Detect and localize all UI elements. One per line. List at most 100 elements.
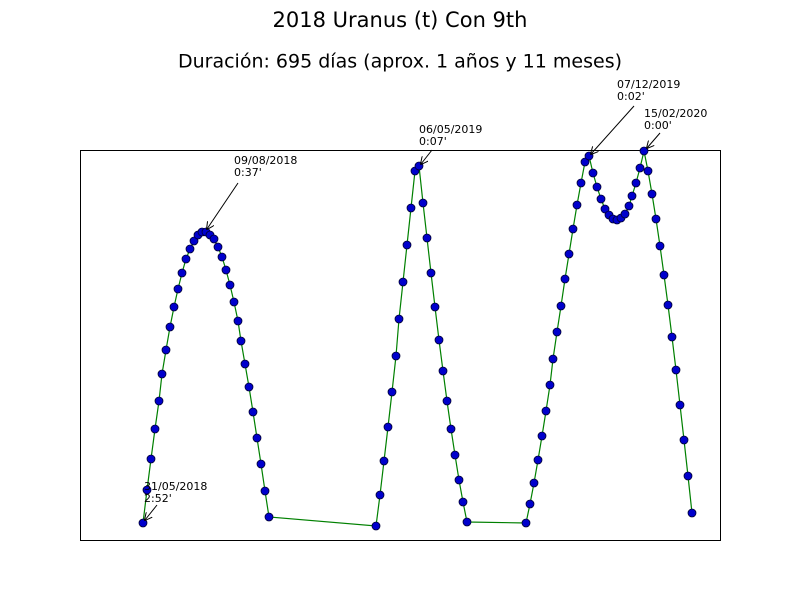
point: [398, 277, 408, 287]
point: [244, 382, 254, 392]
point: [560, 274, 570, 284]
point: [387, 387, 397, 397]
point: [564, 249, 574, 259]
point: [600, 204, 610, 214]
point: [383, 422, 393, 432]
point: [442, 396, 452, 406]
point: [260, 486, 270, 496]
point: [545, 380, 555, 390]
annotation-arrow: [145, 504, 158, 520]
point: [169, 302, 179, 312]
point: [458, 497, 468, 507]
point: [375, 490, 385, 500]
point: [683, 471, 693, 481]
point: [221, 265, 231, 275]
point: [402, 240, 412, 250]
point: [525, 499, 535, 509]
point: [620, 209, 630, 219]
point: [552, 327, 562, 337]
annotation-date: 07/12/2019: [617, 78, 680, 91]
point: [537, 431, 547, 441]
point: [434, 335, 444, 345]
point: [548, 354, 558, 364]
point: [138, 518, 148, 528]
point: [627, 191, 637, 201]
point: [651, 214, 661, 224]
point: [639, 146, 649, 156]
point: [236, 336, 246, 346]
point: [264, 512, 274, 522]
point: [181, 254, 191, 264]
annotation-arrow: [421, 149, 433, 164]
point: [189, 236, 199, 246]
point: [240, 359, 250, 369]
point: [161, 345, 171, 355]
point: [659, 270, 669, 280]
point: [154, 396, 164, 406]
point: [592, 182, 602, 192]
point: [671, 365, 681, 375]
point: [173, 284, 183, 294]
point: [568, 224, 578, 234]
point: [438, 366, 448, 376]
annotation-date: 06/05/2019: [419, 123, 482, 136]
chart-title: 2018 Uranus (t) Con 9th: [273, 8, 528, 32]
point: [142, 485, 152, 495]
point: [631, 178, 641, 188]
point: [225, 280, 235, 290]
point: [217, 252, 227, 262]
point: [157, 369, 167, 379]
point: [248, 407, 258, 417]
point: [146, 454, 156, 464]
point: [541, 406, 551, 416]
point: [675, 400, 685, 410]
point: [580, 157, 590, 167]
point: [521, 518, 531, 528]
point: [596, 194, 606, 204]
annotation-arrow: [207, 182, 239, 229]
annotation-date: 09/08/2018: [234, 154, 297, 167]
point: [679, 435, 689, 445]
point: [233, 316, 243, 326]
point: [576, 178, 586, 188]
annotation-time: 0:37': [234, 166, 262, 179]
annotation-date: 31/05/2018: [144, 480, 207, 493]
point: [446, 424, 456, 434]
point: [426, 268, 436, 278]
point: [533, 455, 543, 465]
point: [394, 314, 404, 324]
point: [454, 475, 464, 485]
point: [177, 268, 187, 278]
point: [655, 241, 665, 251]
point: [213, 242, 223, 252]
annotation-time: 2:52': [144, 492, 172, 505]
point: [572, 200, 582, 210]
point: [556, 301, 566, 311]
point: [406, 203, 416, 213]
point: [588, 168, 598, 178]
point: [150, 424, 160, 434]
annotation-arrow: [647, 132, 661, 148]
point: [209, 234, 219, 244]
plot-frame: [80, 150, 721, 541]
point: [422, 233, 432, 243]
chart-subtitle: Duración: 695 días (aprox. 1 años y 11 m…: [178, 51, 622, 73]
point: [667, 332, 677, 342]
point: [379, 456, 389, 466]
point: [391, 351, 401, 361]
point: [371, 521, 381, 531]
annotation-time: 0:07': [419, 135, 447, 148]
point: [229, 297, 239, 307]
series-line: [142, 150, 693, 527]
point: [529, 478, 539, 488]
point: [635, 163, 645, 173]
point: [462, 517, 472, 527]
point: [624, 201, 634, 211]
annotation-date: 15/02/2020: [644, 107, 707, 120]
point: [185, 244, 195, 254]
annotation-time: 0:00': [644, 119, 672, 132]
point: [643, 166, 653, 176]
point: [687, 508, 697, 518]
annotation-arrow: [591, 105, 635, 154]
